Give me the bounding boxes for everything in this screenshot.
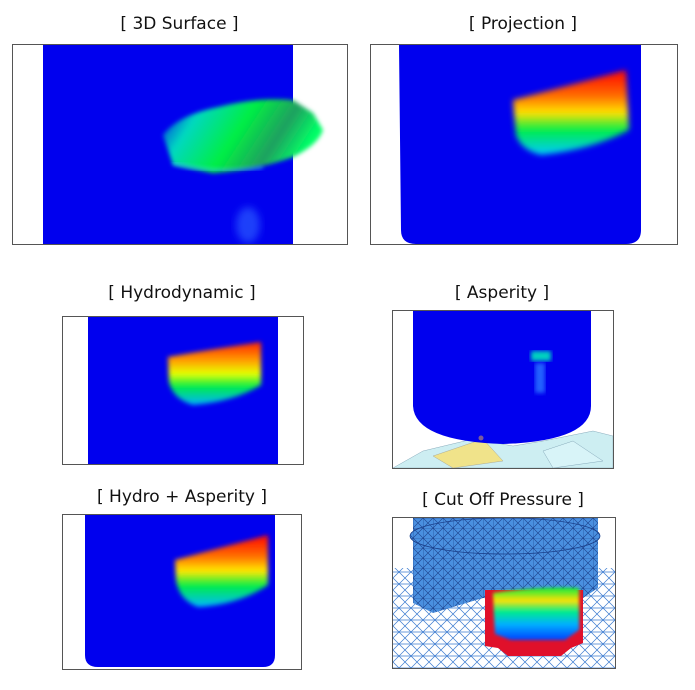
cylinder-body — [413, 311, 591, 444]
panel-title-projection: [ Projection ] — [468, 14, 578, 34]
3d-surface-plot — [43, 45, 323, 244]
pressure-projection — [513, 70, 629, 155]
hydro-asperity-plot — [85, 515, 275, 667]
panel-hydrodynamic — [62, 316, 304, 465]
pressure-cutoff — [493, 587, 579, 640]
panel-title-hydrodynamic: [ Hydrodynamic ] — [108, 283, 256, 303]
projection-plot — [399, 45, 641, 244]
pressure-surface — [163, 99, 323, 173]
panel-cut-off-pressure — [392, 517, 616, 669]
contact-point — [478, 435, 484, 441]
panel-title-asperity: [ Asperity ] — [454, 283, 550, 303]
contact-part — [432, 438, 504, 468]
hydrodynamic-plot — [88, 317, 278, 464]
cylinder-body — [399, 45, 641, 244]
panel-hydro-asperity — [62, 514, 302, 670]
panel-3d-surface — [12, 44, 348, 245]
panel-projection — [370, 44, 678, 245]
panel-asperity — [392, 310, 614, 469]
asperity-plot — [393, 311, 613, 468]
asperity-spot — [531, 351, 551, 361]
pressure-hydro-asperity — [175, 535, 268, 607]
cut-off-pressure-plot — [393, 518, 615, 668]
panel-title-cut-off-pressure: [ Cut Off Pressure ] — [422, 490, 584, 510]
panel-title-3d-surface: [ 3D Surface ] — [120, 14, 239, 34]
pressure-hydrodynamic — [168, 342, 261, 405]
panel-title-hydro-asperity: [ Hydro + Asperity ] — [97, 487, 267, 507]
